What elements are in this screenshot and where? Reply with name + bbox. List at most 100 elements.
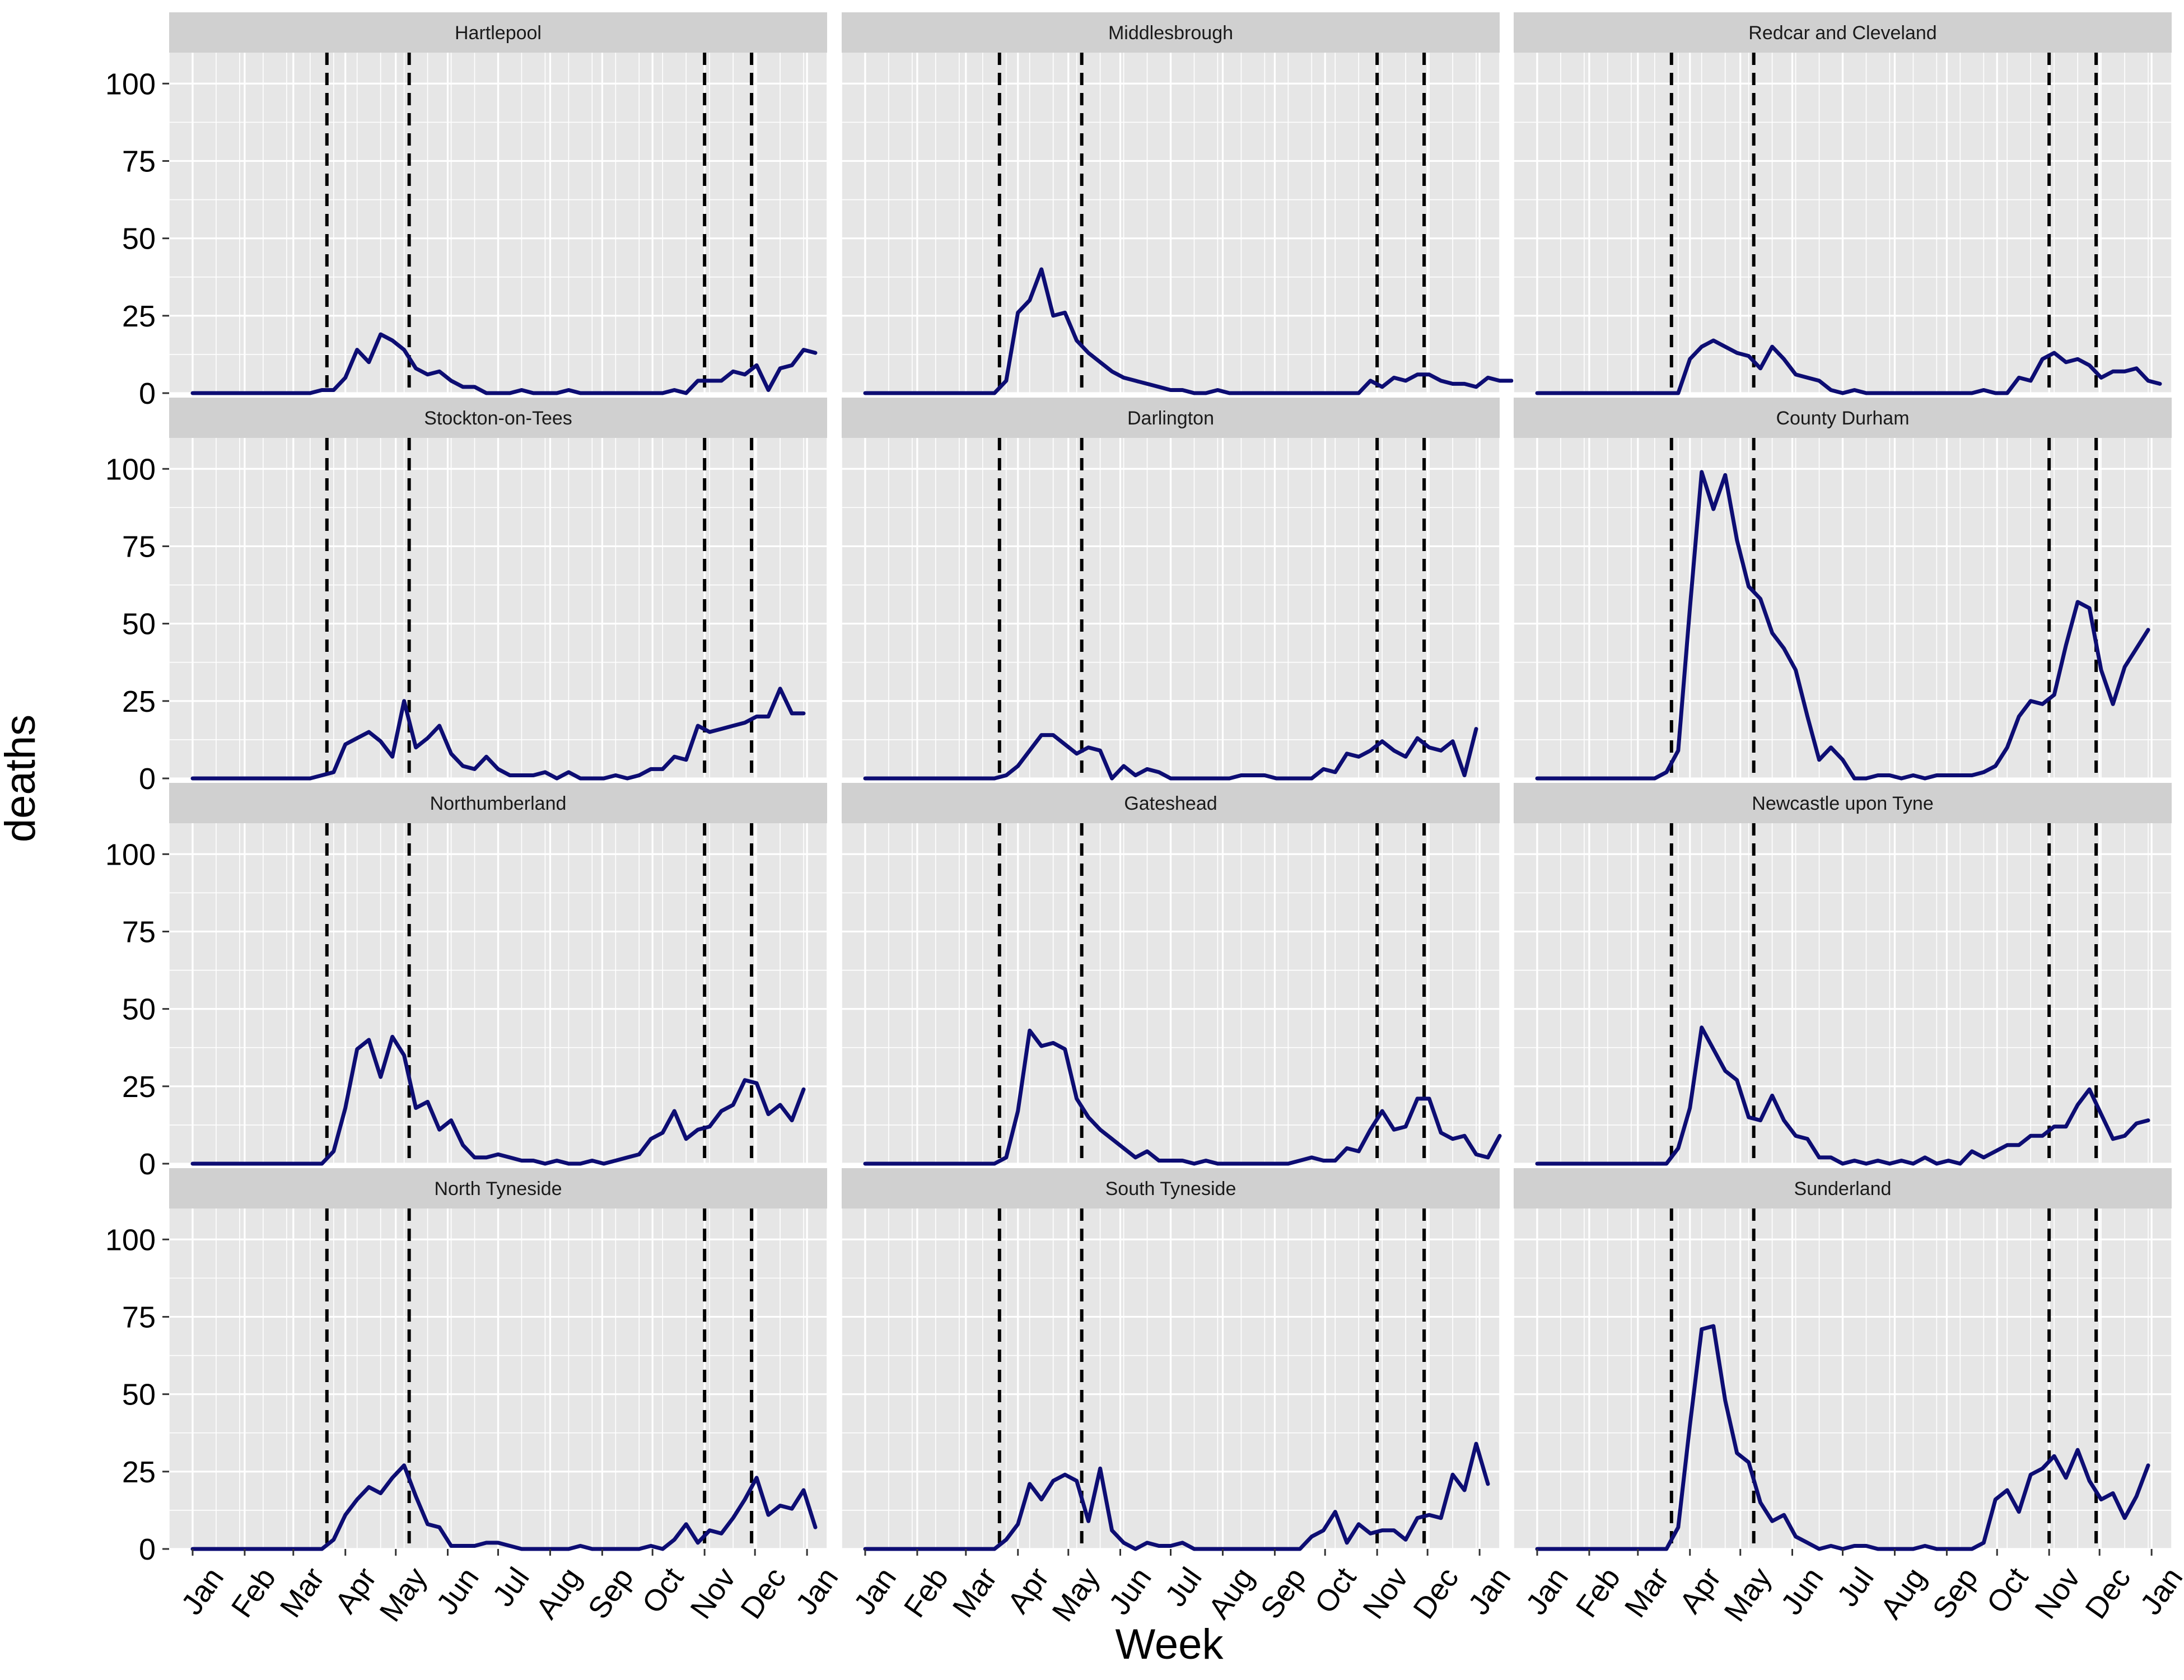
facet-title: Darlington	[1127, 408, 1214, 429]
facet-panel: Middlesbrough	[841, 12, 1514, 395]
y-tick-label: 25	[122, 1455, 156, 1489]
y-tick-label: 75	[122, 1300, 156, 1334]
y-tick-label: 50	[122, 222, 156, 256]
facet-strip	[169, 783, 827, 823]
x-tick-label: Nov	[1356, 1561, 1415, 1625]
y-tick-label: 25	[122, 685, 156, 718]
x-tick-label: Mar	[946, 1561, 1004, 1623]
x-tick-label: Sep	[581, 1561, 640, 1625]
facet-strip	[169, 398, 827, 438]
x-tick-label: Oct	[1308, 1561, 1362, 1619]
x-tick-label: Aug	[529, 1561, 587, 1625]
facet-panel: Stockton-on-Tees 0 25 50 75 100	[105, 398, 828, 796]
deaths-series-line	[190, 1034, 806, 1166]
x-tick-label: Jul	[1831, 1561, 1880, 1612]
y-tick-label: 0	[139, 377, 156, 410]
x-tick-label: Jan	[789, 1561, 844, 1621]
x-tick-label: Feb	[898, 1561, 955, 1623]
facet-title: Newcastle upon Tyne	[1752, 793, 1933, 814]
facet-panel: Redcar and Cleveland	[1513, 12, 2172, 395]
facet-strip	[169, 1168, 827, 1208]
x-tick-label: Dec	[734, 1561, 792, 1625]
x-tick-label: Jan	[1519, 1561, 1575, 1621]
x-tick-label: May	[373, 1561, 433, 1627]
x-tick-label: Jan	[847, 1561, 903, 1621]
facet-title: North Tyneside	[434, 1178, 562, 1200]
facet-title: Northumberland	[430, 793, 567, 814]
x-tick-label: Mar	[1618, 1561, 1676, 1623]
x-tick-label: Mar	[274, 1561, 332, 1623]
facet-strip	[1514, 12, 2172, 53]
y-tick-label: 50	[122, 608, 156, 641]
x-tick-label: Nov	[684, 1561, 742, 1625]
x-tick-label: May	[1718, 1561, 1778, 1627]
facet-strip	[1514, 398, 2172, 438]
y-tick-label: 75	[122, 530, 156, 563]
facet-title: County Durham	[1776, 408, 1909, 429]
x-tick-label: Jul	[1159, 1561, 1208, 1612]
x-tick-label: Dec	[1407, 1561, 1465, 1625]
x-tick-label: Aug	[1202, 1561, 1260, 1625]
y-tick-label: 25	[122, 1070, 156, 1104]
x-tick-label: Nov	[2028, 1561, 2087, 1625]
facet-panel: County Durham	[1513, 398, 2172, 781]
x-tick-label: Jan	[2134, 1561, 2184, 1621]
y-tick-label: 100	[105, 838, 156, 871]
deaths-series-line	[1535, 338, 2162, 395]
facet-title: Middlesbrough	[1108, 22, 1233, 44]
x-tick-label: Sep	[1926, 1561, 1984, 1625]
facet-strip	[1514, 1168, 2172, 1208]
x-tick-label: Feb	[1570, 1561, 1627, 1623]
facet-panels: Hartlepool 0 25 50 75 100 Middlesbrough Redcar …	[105, 12, 2184, 1627]
deaths-series-line	[863, 267, 1514, 395]
x-tick-label: Feb	[225, 1561, 283, 1623]
deaths-series-line	[190, 332, 818, 395]
x-tick-label: Jun	[1103, 1561, 1158, 1621]
facet-panel: Newcastle upon Tyne	[1513, 783, 2172, 1166]
x-tick-label: May	[1046, 1561, 1106, 1627]
facet-strip	[842, 398, 1500, 438]
deaths-series-line	[863, 727, 1478, 781]
facet-panel: Northumberland 0 25 50 75 100	[105, 783, 828, 1181]
x-tick-label: Dec	[2079, 1561, 2137, 1625]
x-tick-label: Apr	[1673, 1561, 1728, 1619]
y-tick-label: 0	[139, 762, 156, 796]
facet-title: Hartlepool	[455, 22, 542, 44]
y-tick-label: 100	[105, 1223, 156, 1257]
y-tick-label: 25	[122, 300, 156, 333]
y-tick-label: 0	[139, 1147, 156, 1181]
x-tick-label: Oct	[1980, 1561, 2034, 1619]
x-tick-label: Oct	[636, 1561, 690, 1619]
y-tick-label: 0	[139, 1533, 156, 1566]
deaths-series-line	[1535, 1025, 2150, 1166]
facet-strip	[842, 1168, 1500, 1208]
x-tick-label: Apr	[329, 1561, 383, 1619]
y-tick-label: 75	[122, 915, 156, 949]
x-tick-label: Sep	[1254, 1561, 1312, 1625]
deaths-series-line	[1535, 470, 2150, 781]
facet-title: South Tyneside	[1105, 1178, 1236, 1200]
facet-title: Stockton-on-Tees	[424, 408, 572, 429]
x-tick-label: Jan	[175, 1561, 230, 1621]
x-tick-label: Jul	[486, 1561, 536, 1612]
y-tick-label: 100	[105, 452, 156, 486]
x-tick-label: Jan	[1462, 1561, 1517, 1621]
y-tick-label: 100	[105, 67, 156, 101]
facet-title: Sunderland	[1794, 1178, 1892, 1200]
facet-strip	[842, 12, 1500, 53]
y-tick-label: 50	[122, 993, 156, 1026]
facet-strip	[169, 12, 827, 53]
y-axis-title: deaths	[0, 715, 44, 842]
deaths-series-line	[863, 1441, 1490, 1551]
facet-strip	[1514, 783, 2172, 823]
facet-panel: Gateshead	[841, 783, 1502, 1166]
facet-title: Redcar and Cleveland	[1748, 22, 1936, 44]
x-axis-title: Week	[1116, 1621, 1224, 1668]
deaths-series-line	[190, 1463, 818, 1551]
deaths-series-line	[190, 687, 806, 781]
facet-panel: Hartlepool 0 25 50 75 100	[105, 12, 828, 410]
facet-panel: Darlington	[841, 398, 1500, 781]
